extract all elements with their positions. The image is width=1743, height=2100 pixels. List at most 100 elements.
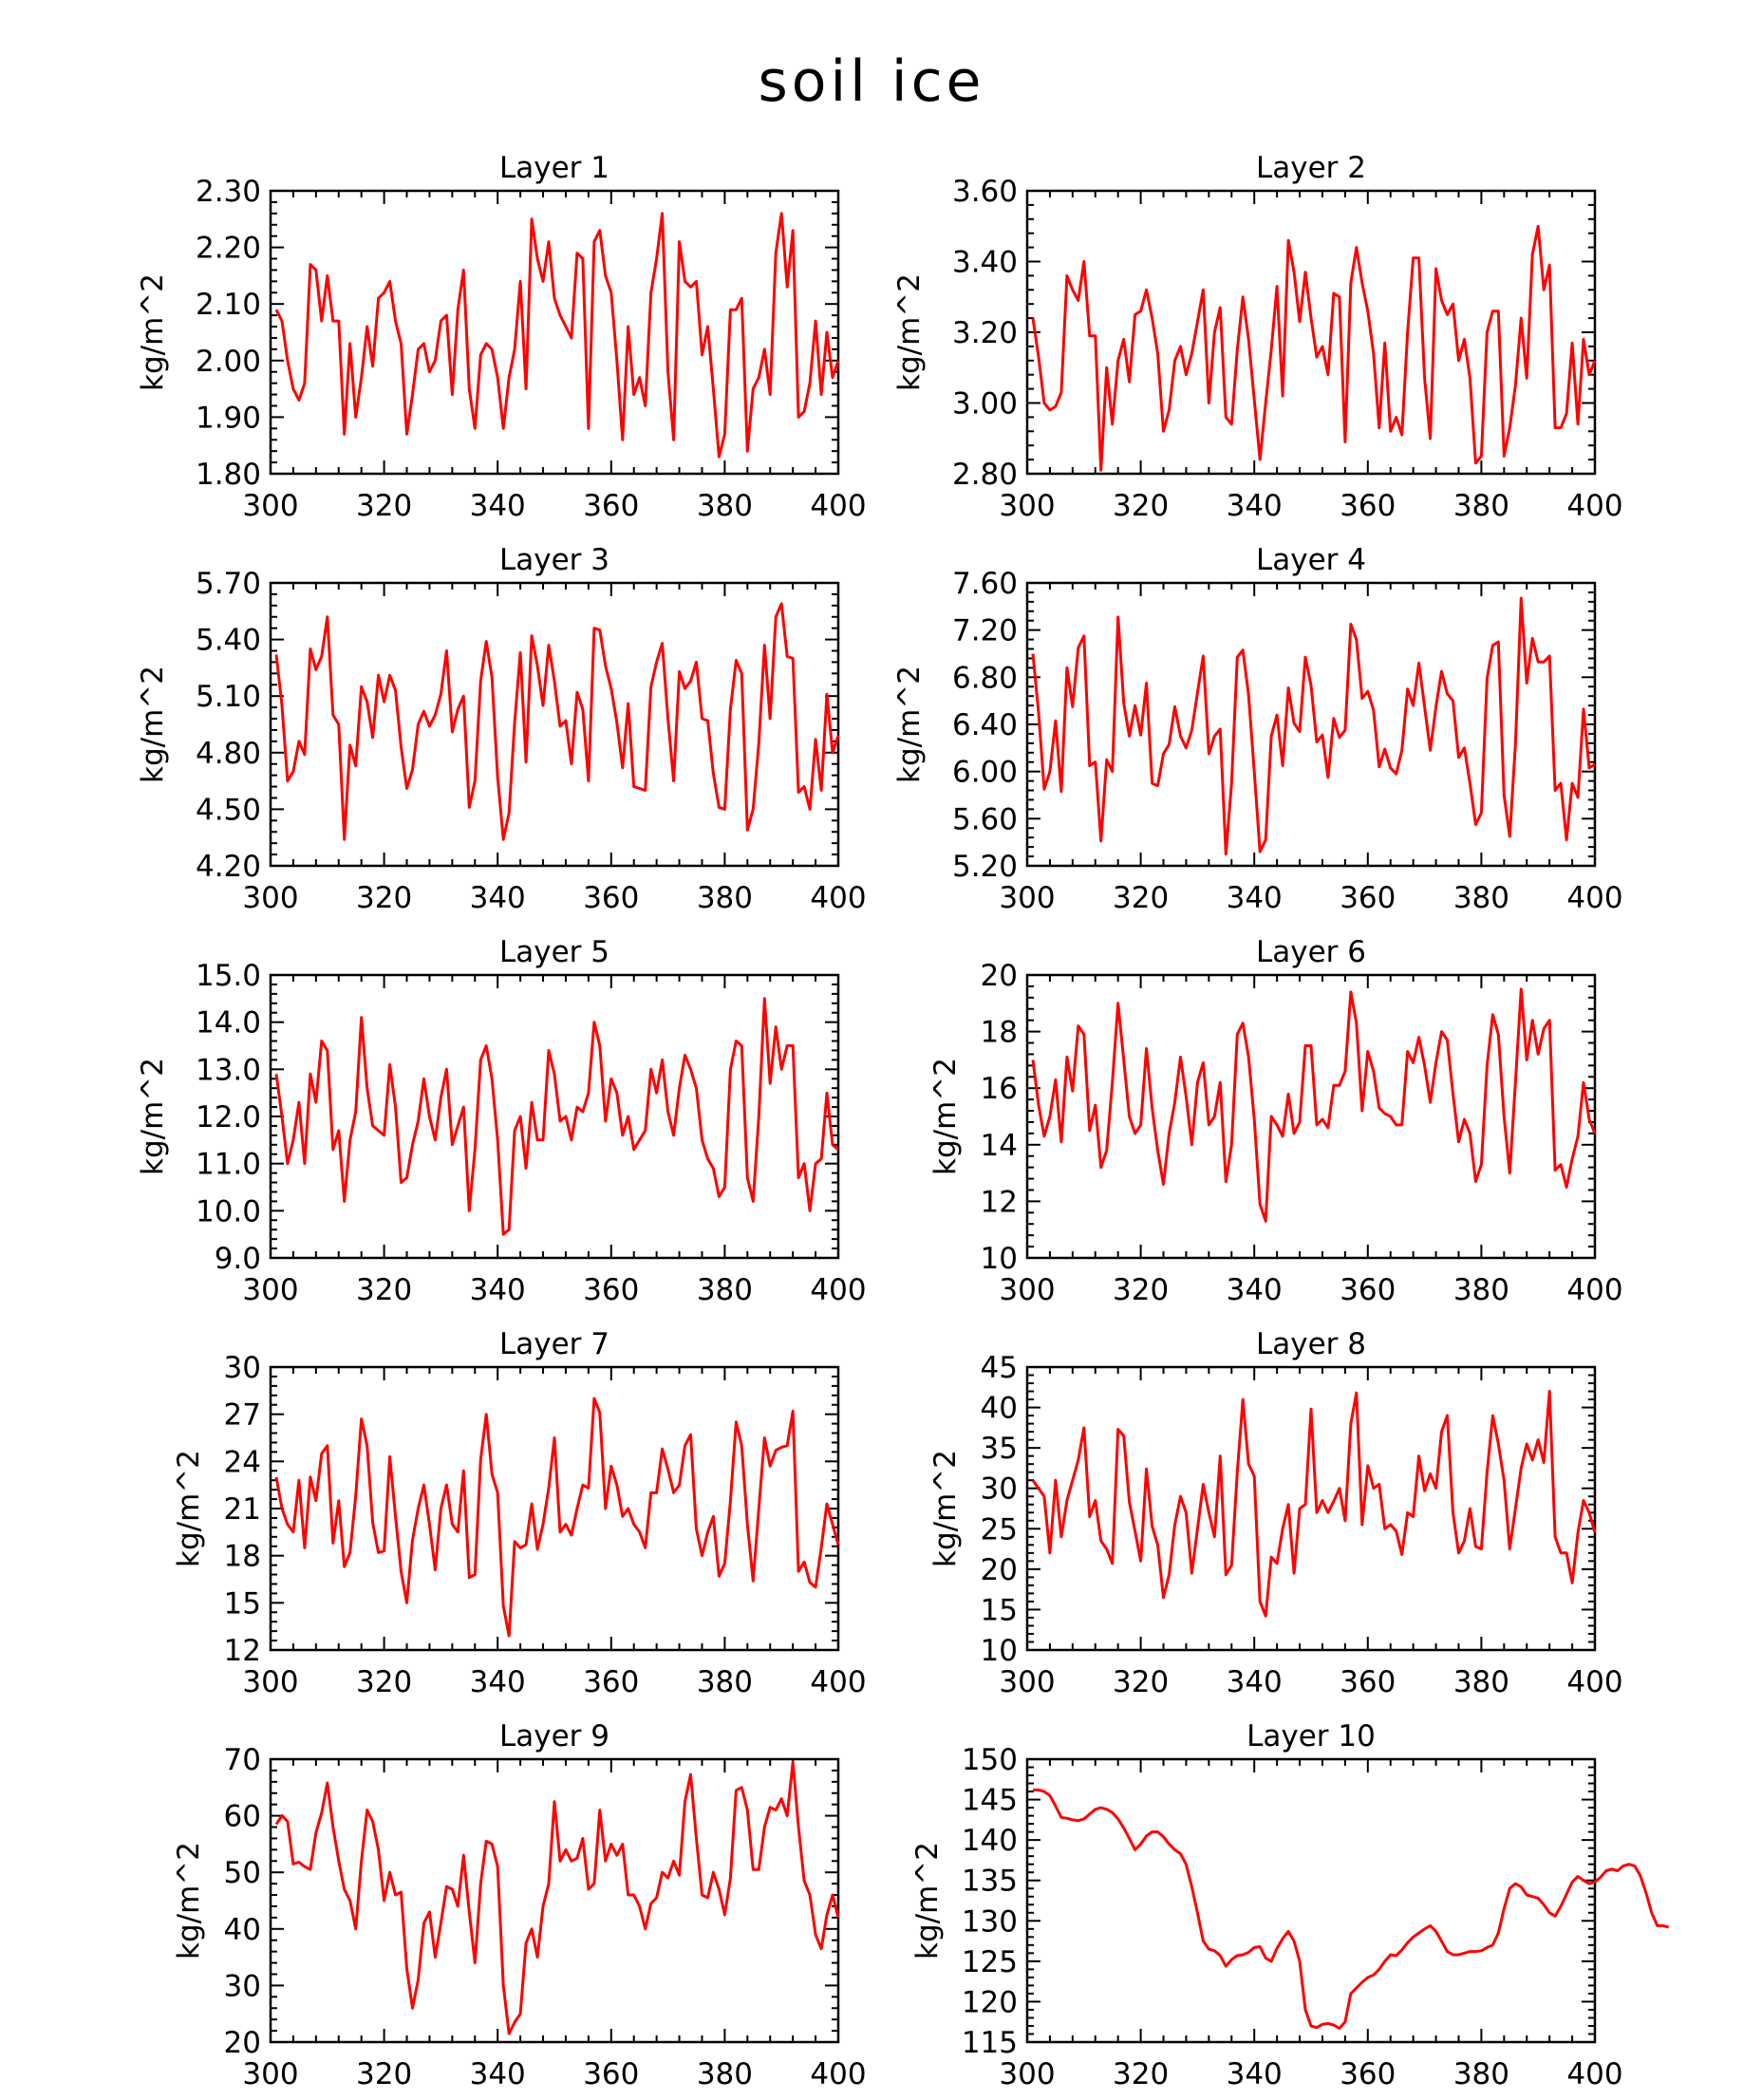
- panel-layer-6: Layer 6 300 320 340 360 380 400 20 18 16 14 12 10 kg/…: [928, 935, 1623, 1307]
- y-tick-label: 3.20: [952, 316, 1018, 350]
- y-tick-label: 10: [981, 1242, 1018, 1276]
- x-tick-label: 400: [1566, 2057, 1622, 2091]
- x-tick-label: 360: [1340, 489, 1396, 523]
- y-tick-label: 9.0: [215, 1242, 261, 1276]
- y-tick-label: 27: [224, 1398, 261, 1433]
- x-tick-label: 340: [1227, 489, 1283, 523]
- x-tick-label: 400: [810, 1273, 866, 1307]
- y-tick-label: 3.40: [952, 246, 1018, 280]
- y-tick-label: 40: [981, 1392, 1018, 1426]
- x-tick-label: 320: [356, 1273, 412, 1307]
- x-tick-label: 360: [583, 489, 639, 523]
- y-tick-label: 115: [962, 2026, 1018, 2060]
- y-tick-label: 16: [981, 1072, 1018, 1106]
- panel-layer-4: Layer 4 300 320 340 360 380 400 7.60 7.20 6.80 6.4…: [892, 543, 1623, 915]
- x-tick-label: 300: [999, 2057, 1055, 2091]
- x-tick-label: 340: [1227, 1665, 1283, 1699]
- y-tick-label: 5.60: [952, 802, 1018, 836]
- y-tick-label: 7.60: [952, 567, 1018, 601]
- y-tick-label: 40: [224, 1913, 261, 1947]
- x-tick-label: 320: [356, 881, 412, 915]
- y-tick-label: 70: [224, 1743, 261, 1777]
- x-tick-label: 340: [1227, 1273, 1283, 1307]
- y-axis-label: kg/m^2: [172, 1842, 206, 1959]
- y-tick-label: 35: [981, 1432, 1018, 1466]
- y-tick-label: 20: [981, 959, 1018, 993]
- y-tick-label: 2.30: [196, 175, 261, 209]
- y-tick-label: 10.0: [196, 1194, 261, 1228]
- y-tick-label: 12: [981, 1185, 1018, 1219]
- panel-title: Layer 9: [499, 1719, 609, 1753]
- y-tick-label: 140: [962, 1824, 1018, 1858]
- y-tick-label: 12.0: [196, 1100, 261, 1134]
- x-tick-label: 320: [356, 1665, 412, 1699]
- series-line: [274, 1760, 840, 2035]
- x-tick-label: 400: [810, 881, 866, 915]
- x-tick-label: 380: [1453, 2057, 1509, 2091]
- x-tick-label: 300: [242, 489, 298, 523]
- panel-title: Layer 2: [1256, 151, 1366, 185]
- y-tick-label: 145: [962, 1784, 1018, 1818]
- plot-frame: [269, 1757, 840, 2044]
- y-tick-label: 6.80: [952, 661, 1018, 695]
- y-axis-label: kg/m^2: [172, 1450, 206, 1567]
- series-line: [274, 997, 839, 1236]
- y-axis-label: kg/m^2: [892, 666, 927, 783]
- x-tick-label: 300: [242, 1273, 298, 1307]
- y-tick-label: 18: [981, 1016, 1018, 1050]
- x-tick-label: 360: [583, 1665, 639, 1699]
- panel-title: Layer 5: [499, 935, 609, 969]
- panel-title: Layer 1: [499, 151, 609, 185]
- y-tick-label: 10: [981, 1634, 1018, 1668]
- x-tick-label: 380: [697, 1273, 753, 1307]
- series-line: [274, 1397, 840, 1638]
- x-tick-label: 380: [1453, 1665, 1509, 1699]
- panel-layer-7: Layer 7 300 320 340 360 380 400 30 27 24 21 18 15 12 k…: [172, 1327, 867, 1699]
- y-tick-label: 45: [981, 1351, 1018, 1385]
- y-tick-label: 50: [224, 1856, 261, 1890]
- y-tick-label: 30: [981, 1472, 1018, 1507]
- x-tick-label: 340: [470, 1665, 526, 1699]
- y-tick-label: 135: [962, 1865, 1018, 1899]
- x-tick-label: 380: [697, 1665, 753, 1699]
- y-tick-label: 130: [962, 1904, 1018, 1939]
- y-tick-label: 5.70: [196, 567, 261, 601]
- y-tick-label: 3.00: [952, 387, 1018, 422]
- x-tick-label: 320: [1113, 489, 1169, 523]
- y-tick-label: 30: [224, 1969, 261, 2003]
- series-line: [1031, 224, 1597, 472]
- y-tick-label: 20: [224, 2026, 261, 2060]
- x-tick-label: 320: [356, 2057, 412, 2091]
- y-tick-label: 15: [981, 1593, 1018, 1627]
- x-tick-label: 300: [242, 2057, 298, 2091]
- y-tick-label: 5.10: [196, 680, 261, 714]
- y-axis-label: kg/m^2: [928, 1450, 963, 1567]
- panel-layer-2: Layer 2 300 320 340 360 380 400 3.60 3.40 3.20 3.0…: [892, 151, 1623, 523]
- y-tick-label: 1.80: [196, 458, 261, 492]
- series-line: [1031, 987, 1597, 1223]
- panels: Layer 1 300 320 340 360 380 400 2.30 2.20 2.10 2.0…: [136, 151, 1670, 2091]
- panel-layer-1: Layer 1 300 320 340 360 380 400 2.30 2.20 2.10 2.0…: [136, 151, 867, 523]
- x-tick-label: 400: [810, 2057, 866, 2091]
- y-tick-label: 11.0: [196, 1148, 261, 1182]
- x-tick-label: 360: [1340, 1273, 1396, 1307]
- panel-title: Layer 7: [499, 1327, 609, 1361]
- x-tick-label: 320: [1113, 1273, 1169, 1307]
- y-axis-label: kg/m^2: [136, 273, 170, 391]
- panel-title: Layer 8: [1256, 1327, 1366, 1361]
- y-tick-label: 21: [224, 1492, 261, 1527]
- panel-title: Layer 6: [1256, 935, 1366, 969]
- y-tick-label: 6.40: [952, 708, 1018, 742]
- figure-title: soil ice: [759, 48, 985, 115]
- y-tick-label: 4.80: [196, 737, 261, 771]
- y-tick-label: 2.20: [196, 232, 261, 266]
- panel-title: Layer 10: [1246, 1719, 1376, 1753]
- y-tick-label: 25: [981, 1512, 1018, 1547]
- panel-title: Layer 3: [499, 543, 609, 577]
- y-tick-label: 5.40: [196, 624, 261, 658]
- x-tick-label: 360: [583, 2057, 639, 2091]
- y-axis-label: kg/m^2: [892, 273, 927, 391]
- x-tick-label: 360: [583, 881, 639, 915]
- panel-layer-8: Layer 8 300 320 340 360 380 400 45 40 35 30 25 20 15 1…: [928, 1327, 1623, 1699]
- y-tick-label: 14: [981, 1129, 1018, 1163]
